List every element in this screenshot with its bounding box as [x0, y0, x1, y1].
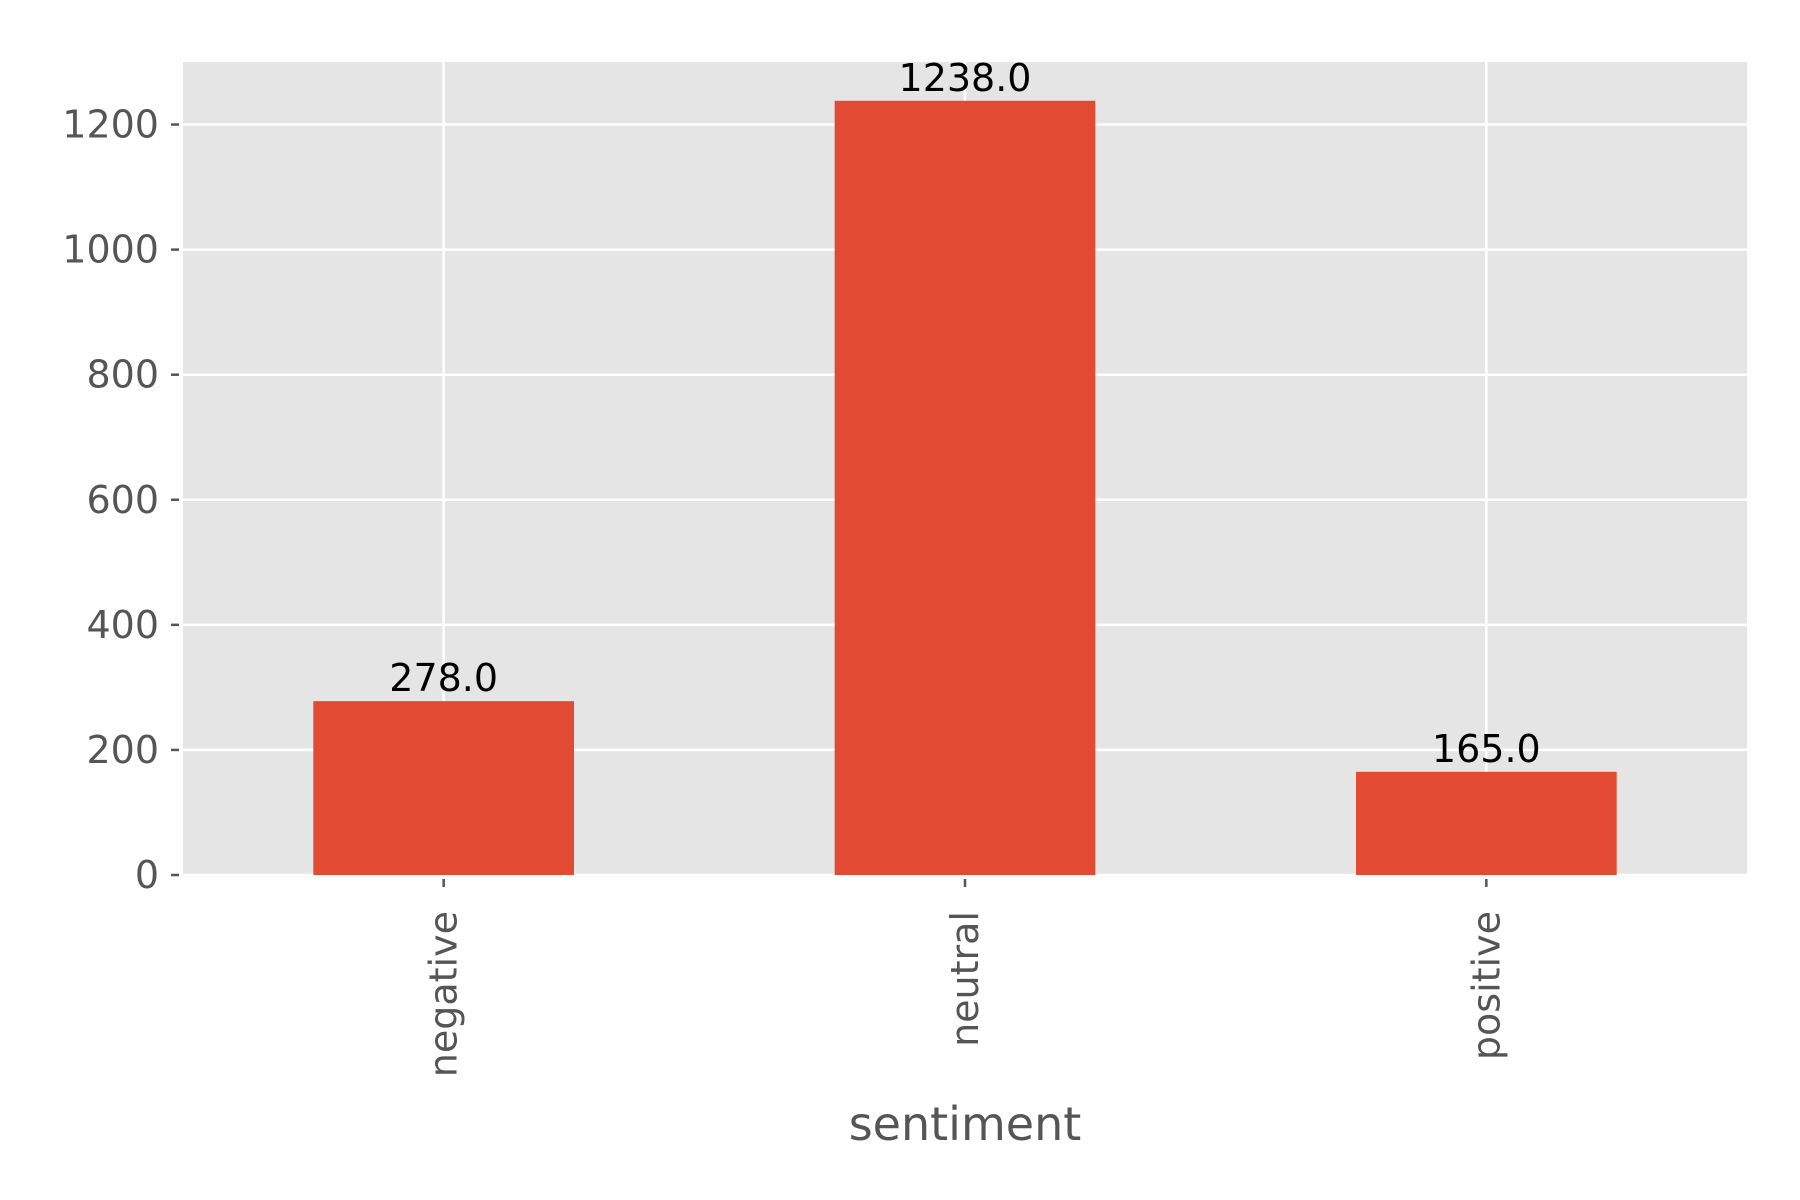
y-axis: 0 200 400 600 800 1000 1200 — [62, 103, 179, 897]
x-tick-label: positive — [1464, 911, 1508, 1060]
bar-negative — [313, 701, 574, 875]
bar-value-label: 1238.0 — [899, 56, 1032, 100]
y-tick-label: 800 — [86, 353, 159, 397]
x-axis-label: sentiment — [849, 1097, 1082, 1151]
y-tick-label: 400 — [86, 603, 159, 647]
bar-value-label: 278.0 — [389, 656, 498, 700]
bar-value-labels: 278.0 1238.0 165.0 — [389, 56, 1540, 771]
y-tick-label: 600 — [86, 478, 159, 522]
x-tick-label: neutral — [943, 911, 987, 1047]
y-tick-label: 200 — [86, 728, 159, 772]
x-axis: negative neutral positive — [422, 879, 1508, 1077]
y-tick-label: 1200 — [62, 103, 159, 147]
bar-value-label: 165.0 — [1432, 727, 1541, 771]
x-tick-label: negative — [422, 911, 466, 1077]
bars — [313, 100, 1617, 875]
bar-positive — [1356, 771, 1617, 875]
y-tick-label: 1000 — [62, 228, 159, 272]
bar-neutral — [834, 100, 1096, 875]
y-tick-label: 0 — [135, 853, 159, 897]
